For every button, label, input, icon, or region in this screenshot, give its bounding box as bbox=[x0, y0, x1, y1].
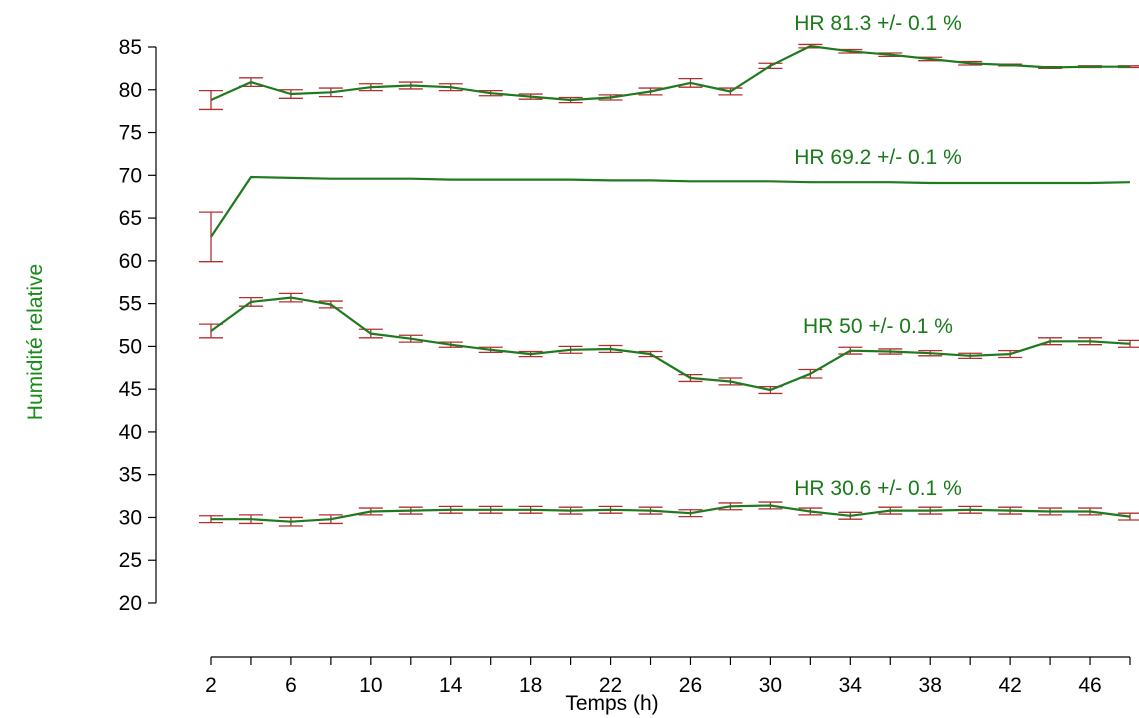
y-tick-label: 50 bbox=[119, 335, 142, 358]
y-axis-title: Humidité relative bbox=[24, 264, 47, 420]
y-tick-label: 25 bbox=[119, 549, 142, 572]
y-tick-label: 75 bbox=[119, 122, 142, 145]
x-axis-title: Temps (h) bbox=[565, 692, 658, 715]
series-label: HR 81.3 +/- 0.1 % bbox=[794, 12, 962, 35]
x-tick-label: 10 bbox=[359, 674, 382, 697]
series-1 bbox=[199, 43, 1139, 111]
x-tick-label: 38 bbox=[919, 674, 942, 697]
x-tick-label: 34 bbox=[839, 674, 863, 697]
y-tick-label: 20 bbox=[119, 592, 142, 615]
series-layer bbox=[199, 43, 1139, 527]
y-tick-label: 40 bbox=[119, 421, 142, 444]
series-label: HR 50 +/- 0.1 % bbox=[803, 315, 953, 338]
y-tick-label: 70 bbox=[119, 164, 142, 187]
y-tick-label: 80 bbox=[119, 79, 142, 102]
series-line bbox=[210, 44, 1130, 102]
series-4 bbox=[199, 501, 1139, 527]
x-tick-label: 18 bbox=[519, 674, 542, 697]
x-tick-label: 26 bbox=[679, 674, 702, 697]
x-tick-label: 30 bbox=[759, 674, 782, 697]
x-axis: 2 6 10 14 18 22 26 30 34 38 42 46 bbox=[205, 656, 1131, 697]
series-line bbox=[210, 175, 1131, 238]
y-tick-label: 45 bbox=[119, 378, 142, 401]
annotations: HR 81.3 +/- 0.1 % HR 69.2 +/- 0.1 % HR 50 … bbox=[794, 12, 962, 500]
series-line bbox=[210, 296, 1131, 392]
series-label: HR 69.2 +/- 0.1 % bbox=[794, 146, 962, 169]
series-line bbox=[211, 504, 1131, 523]
y-tick-label: 65 bbox=[119, 207, 142, 230]
series-label: HR 30.6 +/- 0.1 % bbox=[794, 477, 962, 500]
x-tick-label: 6 bbox=[285, 674, 297, 697]
series-2 bbox=[199, 175, 1131, 263]
y-tick-label: 55 bbox=[119, 293, 142, 316]
y-tick-label: 85 bbox=[119, 36, 142, 59]
y-tick-label: 60 bbox=[119, 250, 142, 273]
x-tick-label: 2 bbox=[205, 674, 217, 697]
series-3 bbox=[199, 292, 1139, 395]
y-tick-label: 35 bbox=[119, 464, 142, 487]
x-tick-label: 22 bbox=[599, 674, 622, 697]
x-tick-label: 46 bbox=[1078, 674, 1101, 697]
x-tick-label: 14 bbox=[439, 674, 463, 697]
x-tick-label: 42 bbox=[998, 674, 1021, 697]
y-axis: 20 25 30 35 40 45 50 55 60 65 70 75 80 85 bbox=[119, 36, 157, 615]
y-tick-label: 30 bbox=[119, 506, 142, 529]
